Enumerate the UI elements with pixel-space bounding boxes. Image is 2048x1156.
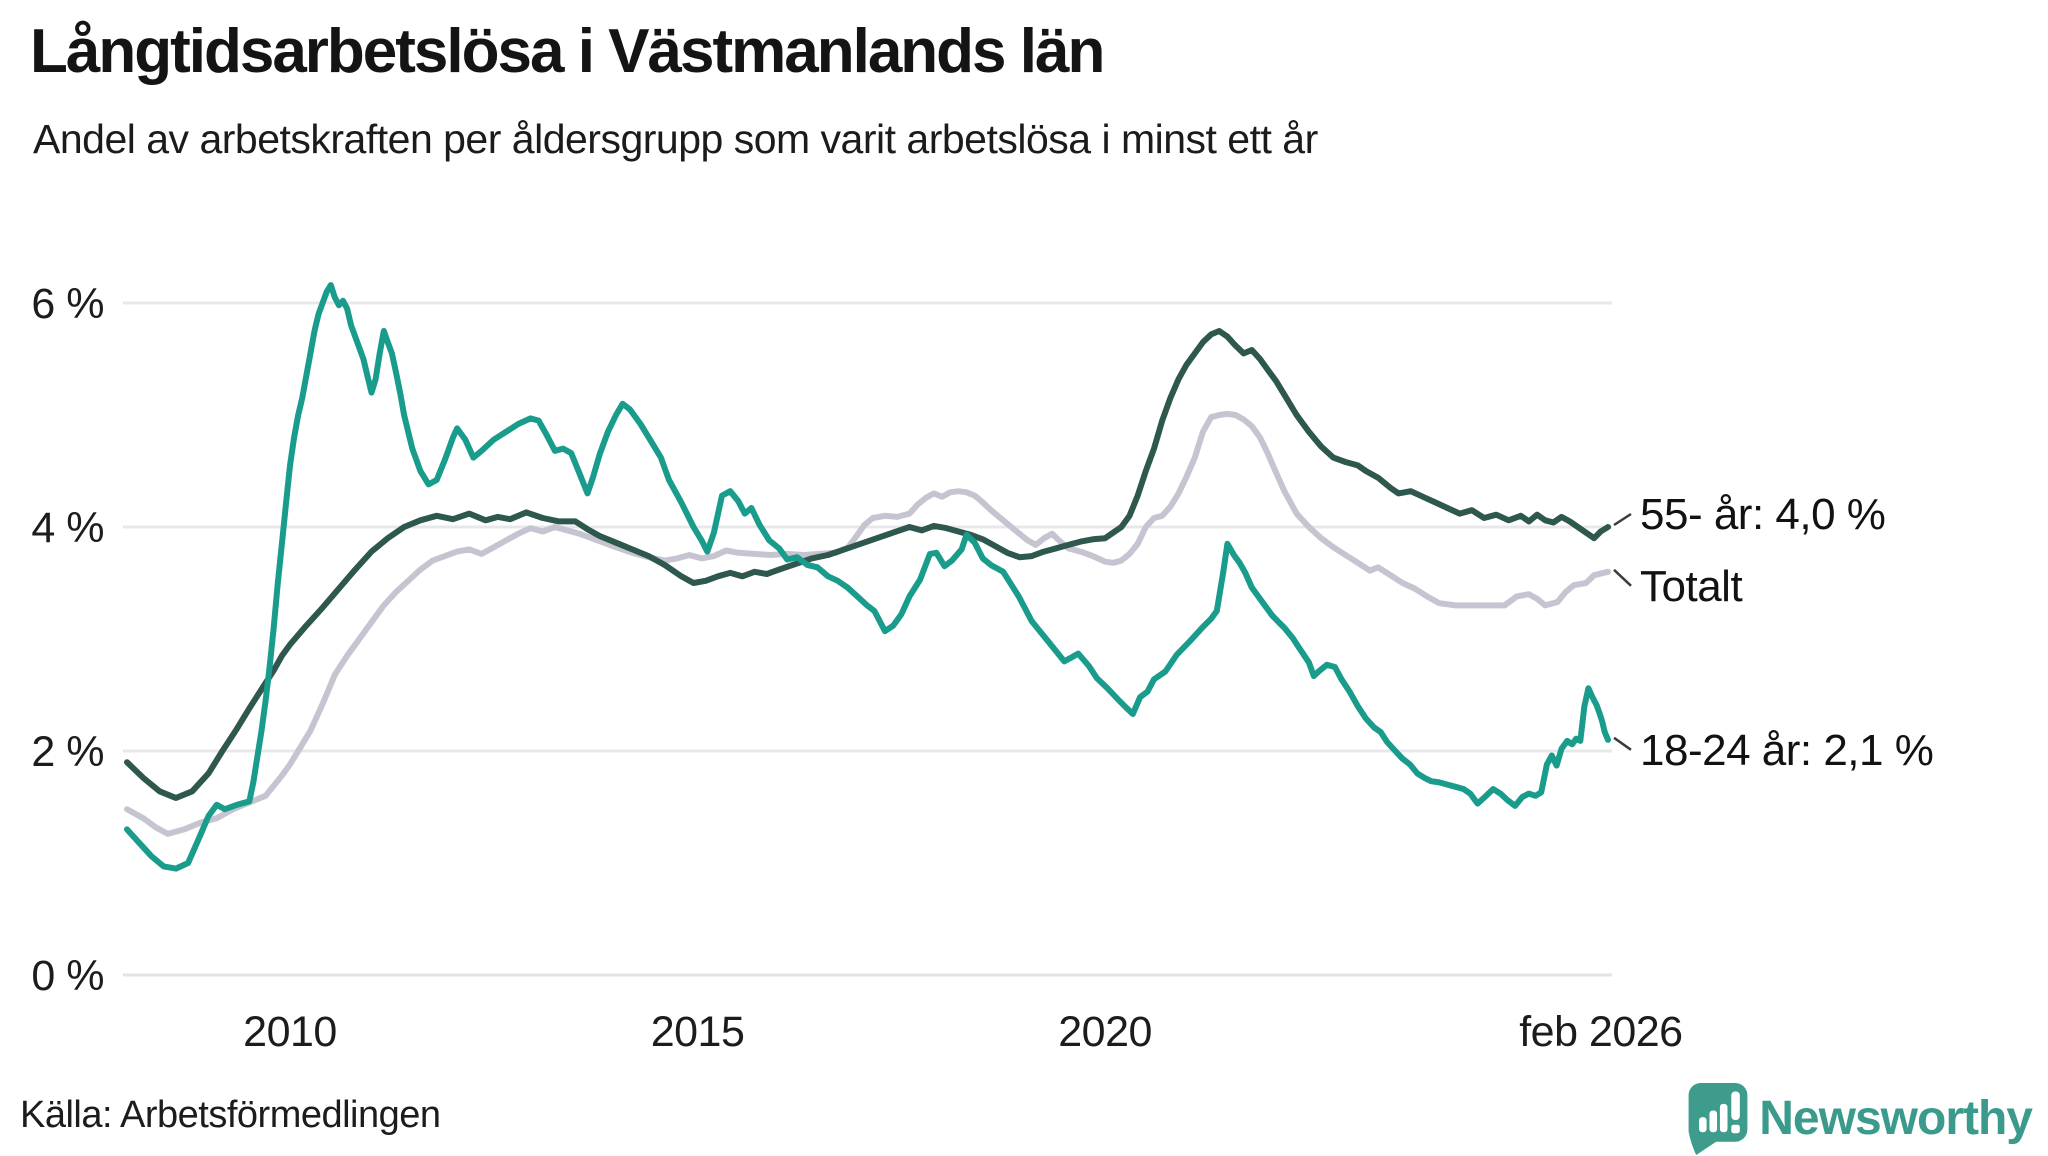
x-tick-label: 2015 bbox=[651, 1008, 745, 1056]
x-tick-label: feb 2026 bbox=[1519, 1008, 1682, 1056]
y-tick-label: 2 % bbox=[31, 728, 104, 776]
page-subtitle: Andel av arbetskraften per åldersgrupp s… bbox=[33, 116, 1318, 162]
newsworthy-wordmark: Newsworthy bbox=[1759, 1092, 2033, 1145]
series-end-label-totalt: Totalt bbox=[1640, 562, 1742, 611]
y-tick-label: 0 % bbox=[31, 952, 104, 1000]
source-note: Källa: Arbetsförmedlingen bbox=[20, 1094, 441, 1136]
series-end-label-55-r: 55- år: 4,0 % bbox=[1640, 490, 1885, 539]
series-end-label-18-24-r: 18-24 år: 2,1 % bbox=[1640, 726, 1933, 775]
y-tick-label: 4 % bbox=[31, 504, 104, 552]
y-tick-label: 6 % bbox=[31, 280, 104, 328]
leader-line-18-24-r bbox=[1613, 736, 1632, 751]
leader-line-totalt bbox=[1613, 568, 1632, 587]
leader-line-55-r bbox=[1613, 512, 1632, 527]
x-tick-label: 2020 bbox=[1058, 1008, 1152, 1056]
page-title: Långtidsarbetslösa i Västmanlands län bbox=[30, 17, 1105, 86]
series-line-totalt bbox=[124, 410, 1611, 837]
newsworthy-logo: Newsworthy bbox=[1687, 1082, 2033, 1156]
newsworthy-logo-icon bbox=[1688, 1082, 1748, 1156]
series-line-18-24-r bbox=[124, 282, 1611, 872]
x-tick-label: 2010 bbox=[243, 1008, 337, 1056]
series-line-55-r bbox=[124, 328, 1611, 801]
